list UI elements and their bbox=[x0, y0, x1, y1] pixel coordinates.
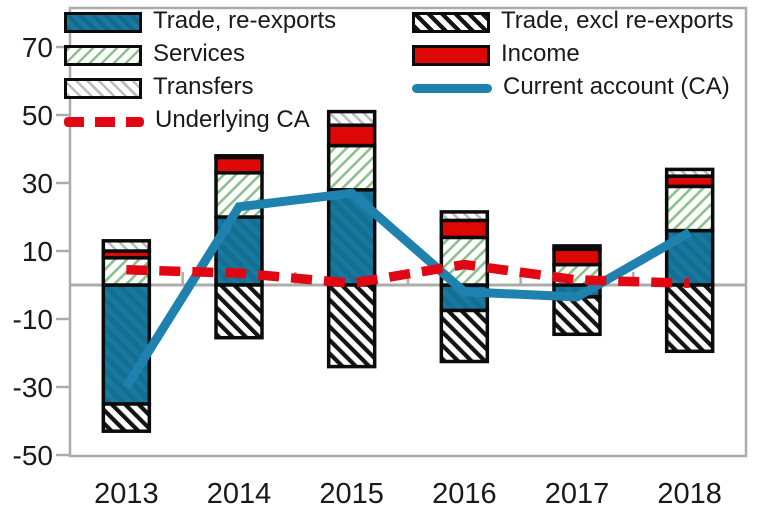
trade-re-exports-label: Trade, re-exports bbox=[153, 7, 337, 34]
bar-segment-green-hatch bbox=[664, 184, 715, 233]
legend-row-underlying-ca: Underlying CA bbox=[64, 105, 336, 138]
x-category-label: 2018 bbox=[657, 478, 722, 510]
income-swatch-icon bbox=[412, 45, 490, 66]
y-tick-label: 10 bbox=[22, 236, 53, 267]
transfers-label: Transfers bbox=[153, 73, 254, 100]
underlying-ca-dash-icon bbox=[64, 116, 144, 127]
bar-segment-gray-hatch bbox=[326, 109, 377, 127]
y-tick-label: -10 bbox=[13, 304, 53, 335]
bar-segment-gray-hatch bbox=[552, 244, 602, 252]
legend-row-transfers: Transfers bbox=[64, 72, 336, 105]
line-series bbox=[122, 188, 692, 390]
current-account-line-icon bbox=[412, 84, 492, 93]
bar-segment-black-hatch bbox=[439, 308, 490, 364]
bar-segment-gray-hatch bbox=[664, 167, 715, 178]
bar-segment-black-hatch bbox=[214, 283, 264, 340]
current-account-label: Current account (CA) bbox=[503, 73, 730, 100]
bar-segment-black-hatch bbox=[326, 283, 377, 369]
y-tick-label: 30 bbox=[22, 168, 53, 199]
underlying-ca-label: Underlying CA bbox=[155, 106, 310, 133]
trade-excl-re-exports-swatch-icon bbox=[412, 12, 490, 33]
bar-segment-solid-red bbox=[439, 218, 490, 240]
legend-row-trade-re-exports: Trade, re-exports bbox=[64, 6, 336, 39]
transfers-swatch-icon bbox=[64, 78, 142, 99]
bar-segment-green-hatch bbox=[326, 143, 377, 192]
x-category-label: 2017 bbox=[545, 478, 610, 510]
x-category-label: 2015 bbox=[319, 478, 384, 510]
legend-row-income: Income bbox=[412, 39, 734, 72]
y-tick-label: 70 bbox=[22, 32, 53, 63]
x-category-label: 2016 bbox=[432, 478, 497, 510]
legend-row-services: Services bbox=[64, 39, 336, 72]
bar-segment-black-hatch bbox=[101, 402, 152, 433]
legend-row-current-account: Current account (CA) bbox=[412, 72, 734, 105]
trade-re-exports-swatch-icon bbox=[64, 12, 142, 33]
income-label: Income bbox=[501, 40, 580, 67]
bar-segment-gray-hatch bbox=[214, 154, 264, 160]
legend-right-column: Trade, excl re-exports Income Current ac… bbox=[412, 6, 734, 105]
underlying-ca-line bbox=[126, 259, 690, 289]
x-category-label: 2014 bbox=[207, 478, 272, 510]
bar-segment-gray-hatch bbox=[439, 210, 490, 223]
trade-excl-re-exports-label: Trade, excl re-exports bbox=[501, 7, 734, 34]
y-tick-label: 50 bbox=[22, 100, 53, 131]
bar-segment-gray-hatch bbox=[101, 239, 152, 253]
services-swatch-icon bbox=[64, 45, 142, 66]
bar-segment-solid-red bbox=[552, 247, 602, 267]
bar-segment-solid-red bbox=[214, 155, 264, 175]
x-category-label: 2013 bbox=[94, 478, 159, 510]
bar-segment-black-hatch bbox=[552, 295, 602, 337]
current-account-line bbox=[122, 188, 692, 390]
y-tick-label: -30 bbox=[13, 372, 53, 403]
y-tick-label: -50 bbox=[13, 440, 53, 471]
bar-segment-black-hatch bbox=[664, 283, 715, 354]
axis-tick-labels: 70 50 30 10 -10 -30 -50 2013 2014 2015 2016 2017 201… bbox=[13, 32, 722, 510]
plot-border bbox=[68, 6, 748, 458]
services-label: Services bbox=[153, 40, 246, 67]
legend-row-trade-excl: Trade, excl re-exports bbox=[412, 6, 734, 39]
legend-left-column: Trade, re-exports Services Transfers Und… bbox=[64, 6, 336, 138]
